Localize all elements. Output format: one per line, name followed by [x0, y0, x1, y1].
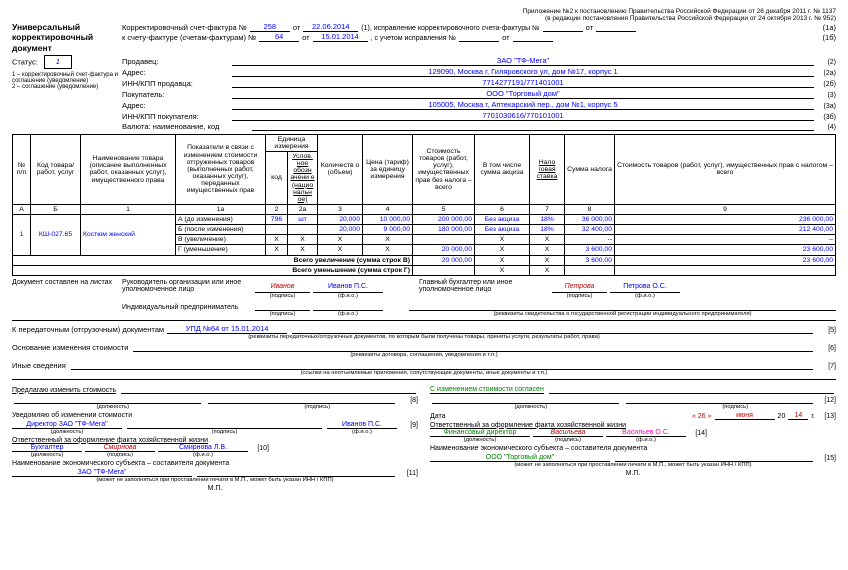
sign-day: « 26 »: [692, 413, 711, 420]
fin-sig: Васильева: [533, 429, 603, 437]
buh-role: Бухгалтер: [12, 444, 82, 452]
mp-left: М.П.: [12, 485, 418, 492]
seller-inn: 7714277191/771401001: [232, 78, 814, 88]
mgr-fio: Иванов П.С.: [313, 283, 383, 293]
row-code: КШ-027.65: [31, 215, 81, 256]
acct-sig: Петрова: [552, 283, 607, 293]
fin-role: Финансовый директор: [430, 429, 530, 437]
mp-right: М.П.: [430, 470, 836, 477]
status-note-1: 1 – корректировочный счет-фактура и согл…: [12, 72, 122, 85]
acct-fio: Петрова О.С.: [610, 283, 680, 293]
doc-title: Универсальный корректировочный документ: [12, 22, 122, 53]
sign-year: 14: [788, 412, 808, 420]
director-role: Директор ЗАО "ТФ-Мега": [12, 421, 122, 429]
buh-sig: Смирнова: [85, 444, 155, 452]
doc-sheets-label: Документ составлен на листах: [12, 279, 122, 317]
row-name: Костюм женский: [81, 215, 176, 256]
status-value: 1: [44, 55, 72, 69]
inv-label: Корректировочный счет-фактура №: [122, 23, 247, 32]
sf-num: 64: [259, 32, 299, 42]
regulation-note: Приложение №2 к постановлению Правительс…: [12, 8, 836, 22]
inv-num: 258: [250, 22, 290, 32]
buyer-inn: 7701030616/770101001: [232, 111, 814, 121]
buh-fio: Смирнова Л.В.: [158, 444, 248, 452]
seller-addr: 129090, Москва г, Гиляровского ул, дом №…: [232, 67, 814, 77]
buyer: ООО "Торговый дом": [232, 89, 814, 99]
seller: ЗАО "ТФ-Мега": [232, 56, 814, 66]
status-note-2: 2 – соглашение (уведомление): [12, 84, 122, 90]
mgr-sig: Иванов: [255, 283, 310, 293]
correction-table: № п/п Код товара/ работ, услуг Наименова…: [12, 134, 836, 276]
inv-date: 22.06.2014: [303, 22, 358, 32]
director-fio: Иванов П.С.: [327, 421, 397, 429]
sf-date: 15.01.2014: [313, 32, 368, 42]
buyer-addr: 105005, Москва г, Аптекарский пер., дом …: [232, 100, 814, 110]
econ-left: ЗАО "ТФ-Мега": [12, 469, 192, 477]
currency: [252, 130, 814, 131]
row-num: 1: [13, 215, 31, 256]
fin-fio: Васильев О.С.: [606, 429, 686, 437]
econ-right: ООО "Торговый дом": [430, 454, 610, 462]
status-label: Статус: 1: [12, 55, 122, 69]
transfer-doc: УПД №64 от 15.01.2014: [167, 324, 287, 334]
sign-month: июня: [715, 412, 775, 420]
